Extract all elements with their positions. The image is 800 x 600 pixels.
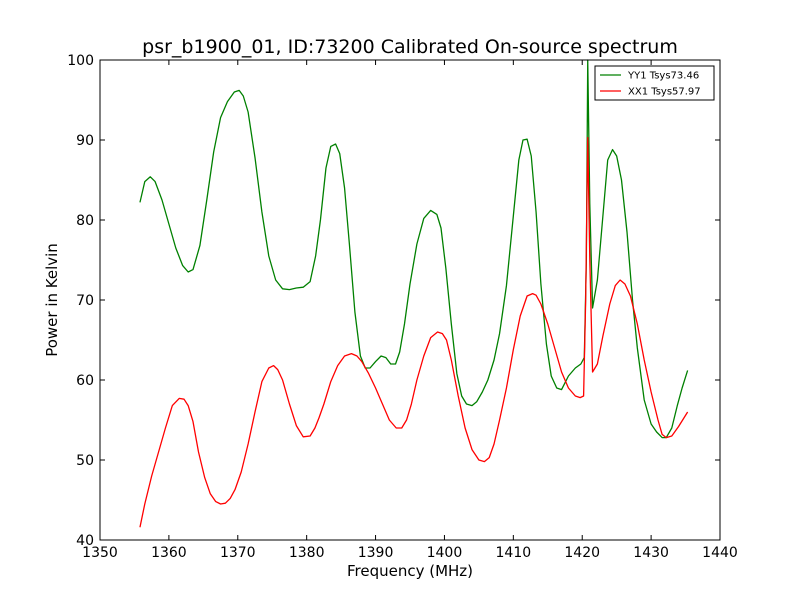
legend-box — [594, 65, 715, 101]
y-axis-title: Power in Kelvin — [43, 243, 61, 357]
x-tick-label: 1400 — [427, 545, 463, 561]
series-line-1 — [139, 59, 689, 439]
x-tick-label: 1370 — [220, 545, 256, 561]
x-tick-label: 1420 — [564, 545, 600, 561]
x-tick-label: 1360 — [151, 545, 187, 561]
chart-title: psr_b1900_01, ID:73200 Calibrated On-sou… — [142, 36, 678, 58]
legend: YY1 Tsys73.46 XX1 Tsys57.97 — [594, 65, 715, 101]
legend-label-1: YY1 Tsys73.46 — [627, 71, 699, 82]
y-tick-label: 90 — [76, 133, 94, 149]
y-tick-label: 50 — [76, 453, 94, 469]
y-tick-label: 70 — [76, 293, 94, 309]
x-tick-label: 1390 — [358, 545, 394, 561]
y-tick-label: 60 — [76, 373, 94, 389]
x-tick-label: 1350 — [82, 545, 118, 561]
plot-lines — [139, 59, 689, 528]
series-line-2 — [139, 136, 689, 528]
x-tick-label: 1440 — [702, 545, 738, 561]
x-tick-label: 1410 — [496, 545, 532, 561]
legend-label-2: XX1 Tsys57.97 — [628, 87, 701, 98]
y-tick-label: 40 — [76, 533, 94, 549]
x-tick-label: 1430 — [633, 545, 669, 561]
x-tick-label: 1380 — [289, 545, 325, 561]
x-axis: 1350 1360 1370 1380 1390 1400 1410 1420 1430 1440 — [82, 60, 738, 561]
y-tick-label: 100 — [67, 53, 94, 69]
y-axis: 40 50 60 70 80 90 100 — [67, 53, 720, 549]
y-tick-label: 80 — [76, 213, 94, 229]
x-axis-title: Frequency (MHz) — [347, 562, 473, 580]
